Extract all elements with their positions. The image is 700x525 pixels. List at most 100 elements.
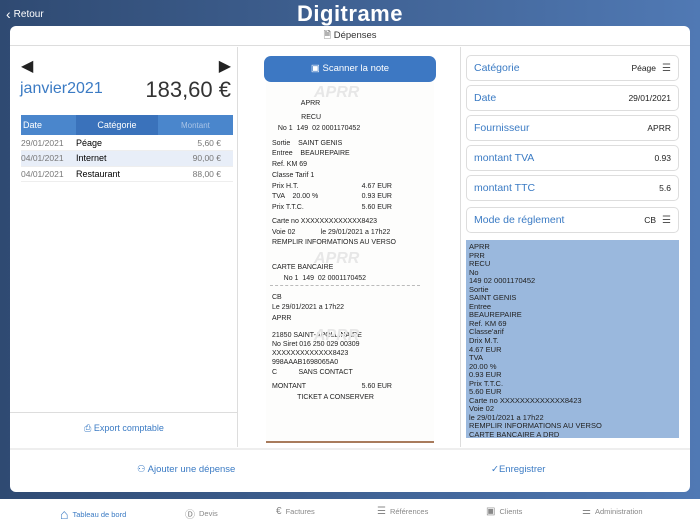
- tab-euro[interactable]: € Factures: [276, 506, 315, 517]
- cell-category: Restaurant: [76, 166, 158, 182]
- prev-month-button[interactable]: ◀: [21, 58, 34, 75]
- field-label: Date: [474, 92, 497, 104]
- menu-icon[interactable]: ☰: [662, 62, 671, 74]
- receipt-line: Entree BEAUREPAIRE: [272, 150, 350, 157]
- page-title: 🗎 Dépenses: [10, 26, 690, 46]
- receipt-line: APRR: [272, 100, 321, 107]
- back-button[interactable]: ‹ Retour: [6, 6, 44, 22]
- cell-category: Péage: [76, 135, 158, 151]
- list-icon: ☰: [377, 506, 386, 517]
- field-value: 5.6: [659, 183, 671, 193]
- cell-date: 29/01/2021: [21, 135, 76, 151]
- column-amount[interactable]: Montant: [157, 115, 233, 135]
- receipt-line: MONTANT 5.60 EUR: [272, 383, 392, 390]
- receipt-line: Prix T.T.C. 5.60 EUR: [272, 204, 392, 211]
- ocr-text[interactable]: APRR PRR RECU No 149 02 0001170452 Sorti…: [466, 240, 679, 438]
- home-icon: ⌂: [60, 506, 69, 522]
- cut-line: [270, 285, 420, 286]
- sliders-icon: ⚌: [582, 506, 591, 517]
- devis-icon: Ⓓ: [185, 510, 195, 521]
- receipt-line: Voie 02 le 29/01/2021 a 17h22: [272, 229, 391, 236]
- chevron-left-icon: ‹: [6, 6, 11, 22]
- tab-client[interactable]: ▣ Clients: [486, 506, 523, 517]
- field-catégorie[interactable]: Catégorie Péage ☰: [466, 55, 679, 81]
- save-button[interactable]: ✓Enregistrer: [491, 464, 546, 475]
- cell-amount: 90,00 €: [157, 150, 233, 167]
- receipt-line: Ref. KM 69: [272, 161, 308, 168]
- receipt-line: CARTE BANCAIRE: [272, 264, 334, 271]
- cell-amount: 5,60 €: [157, 135, 233, 151]
- logo: Digitrame: [297, 1, 403, 26]
- table-row[interactable]: 04/01/2021 Restaurant 88,00 €: [21, 166, 233, 182]
- field-label: Fournisseur: [474, 122, 530, 134]
- receipt-line: Sortie SAINT GENIS: [272, 140, 343, 147]
- receipt-line: XXXXXXXXXXXXX8423: [272, 350, 349, 357]
- cell-category: Internet: [76, 150, 158, 167]
- month-total: 183,60 €: [145, 77, 231, 102]
- receipt-line: RECU: [272, 114, 322, 121]
- field-label: montant TVA: [474, 152, 535, 164]
- cell-date: 04/01/2021: [21, 166, 76, 182]
- tab-devis[interactable]: Ⓓ Devis: [185, 506, 218, 521]
- watermark: APRR: [314, 327, 360, 344]
- table-row[interactable]: 29/01/2021 Péage 5,60 €: [21, 135, 233, 151]
- field-label: Mode de réglement: [474, 214, 565, 226]
- receipt-line: TICKET A CONSERVER: [272, 394, 374, 401]
- field-value: 0.93: [654, 153, 671, 163]
- receipt-line: Carte no XXXXXXXXXXXXX8423: [272, 218, 378, 225]
- field-value: APRR: [647, 123, 671, 133]
- scan-button[interactable]: ▣ Scanner la note: [264, 56, 436, 82]
- receipt-line: Prix H.T. 4.67 EUR: [272, 183, 392, 190]
- field-value: CB: [644, 215, 657, 225]
- field-montant-tva[interactable]: montant TVA 0.93: [466, 145, 679, 171]
- document-icon: 🗎: [323, 30, 332, 41]
- watermark: APRR: [314, 250, 360, 267]
- receipt-line: TVA 20.00 % 0.93 EUR: [272, 193, 392, 200]
- field-montant-ttc[interactable]: montant TTC 5.6: [466, 175, 679, 201]
- receipt-line: 21850 SAINT-APOLLINAIRE: [272, 332, 362, 339]
- receipt-line: APRR: [272, 315, 292, 322]
- expense-list-panel: ◀ ▶ janvier2021 183,60 € Date Catégorie …: [10, 47, 238, 447]
- receipt-line: REMPLIR INFORMATIONS AU VERSO: [272, 239, 396, 246]
- field-label: Catégorie: [474, 62, 520, 74]
- field-label: montant TTC: [474, 182, 536, 194]
- receipt-line: CB: [272, 294, 282, 301]
- expense-table: Date Catégorie Montant 29/01/2021 Péage 5,…: [21, 115, 233, 182]
- receipt-image: APRR APRR RECU No 1 149 02 0001170452 Sor…: [266, 82, 434, 443]
- scan-icon: ▣: [310, 63, 320, 74]
- column-date[interactable]: Date: [21, 115, 76, 135]
- add-user-icon: ⚇: [137, 464, 146, 475]
- table-row[interactable]: 04/01/2021 Internet 90,00 €: [21, 150, 233, 167]
- month-label: janvier2021: [20, 80, 103, 97]
- receipt-line: 998AAAB1698065A0: [272, 359, 339, 366]
- check-icon: ✓: [491, 464, 499, 475]
- receipt-line: Classe Tarif 1: [272, 172, 315, 179]
- field-value: 29/01/2021: [628, 93, 671, 103]
- field-value: Péage: [631, 63, 657, 73]
- tab-sliders[interactable]: ⚌ Administration: [582, 506, 643, 517]
- receipt-panel: APRR APRR RECU No 1 149 02 0001170452 Sor…: [238, 47, 461, 447]
- main-card: 🗎 Dépenses ◀ ▶ janvier2021 183,60 € Date…: [10, 26, 690, 492]
- export-icon: ⎙: [84, 423, 92, 433]
- client-icon: ▣: [486, 506, 496, 517]
- add-expense-button[interactable]: ⚇ Ajouter une dépense: [137, 464, 236, 475]
- euro-icon: €: [276, 506, 282, 517]
- receipt-line: Le 29/01/2021 a 17h22: [272, 304, 345, 311]
- watermark: APRR: [314, 84, 360, 101]
- export-button[interactable]: ⎙ Export comptable: [10, 412, 238, 447]
- cell-amount: 88,00 €: [157, 166, 233, 182]
- field-fournisseur[interactable]: Fournisseur APRR: [466, 115, 679, 141]
- receipt-line: No Siret 016 250 029 00309: [272, 341, 360, 348]
- tab-list[interactable]: ☰ Références: [377, 506, 429, 517]
- field-date[interactable]: Date 29/01/2021: [466, 85, 679, 111]
- receipt-line: No 1 149 02 0001170452: [272, 125, 361, 132]
- receipt-line: No 1 149 02 0001170452: [272, 275, 367, 282]
- tab-bar: ⌂ Tableau de bord Ⓓ Devis € Factures ☰ Référenc…: [0, 499, 700, 525]
- tab-home[interactable]: ⌂ Tableau de bord: [60, 506, 127, 522]
- field-mode-de-réglement[interactable]: Mode de réglement CB ☰: [466, 207, 679, 233]
- column-category[interactable]: Catégorie: [76, 115, 158, 135]
- action-bar: ⚇ Ajouter une dépense ✓Enregistrer: [10, 448, 690, 492]
- menu-icon[interactable]: ☰: [662, 214, 671, 226]
- expense-form: APRR PRR RECU No 149 02 0001170452 Sorti…: [461, 47, 690, 447]
- next-month-button[interactable]: ▶: [218, 58, 231, 75]
